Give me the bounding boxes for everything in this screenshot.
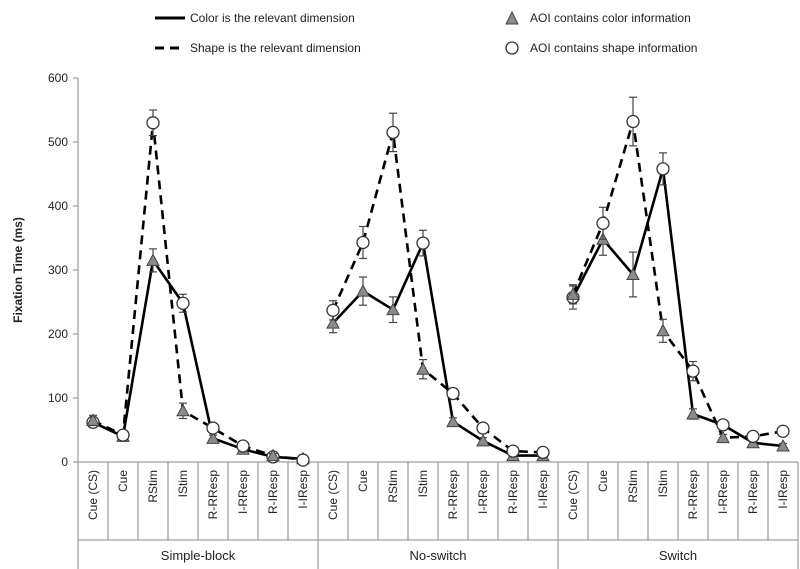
x-tick-label: I-IResp xyxy=(536,470,550,509)
data-point-circle xyxy=(626,114,640,129)
data-point-triangle xyxy=(266,448,280,462)
data-point-circle xyxy=(146,116,160,130)
data-point-circle xyxy=(326,303,340,317)
group-label: Simple-block xyxy=(161,548,236,563)
series-line-solid xyxy=(571,167,784,448)
data-point-circle xyxy=(776,424,790,438)
data-point-circle xyxy=(386,125,400,140)
x-tick-label: Cue (CS) xyxy=(86,470,100,520)
series-line-dashed xyxy=(92,121,304,462)
data-point-circle xyxy=(446,386,460,401)
legend-dashed-line-label: Shape is the relevant dimension xyxy=(190,41,361,55)
data-point-circle xyxy=(416,236,430,250)
y-tick-label: 0 xyxy=(61,455,68,469)
x-tick-label: IStim xyxy=(176,470,190,497)
data-point-circle xyxy=(176,296,190,310)
data-point-circle xyxy=(116,428,130,442)
axes: 0 100 200 300 400 500 600 Fixation Time (ms) Cue… xyxy=(11,71,799,569)
data-point-circle xyxy=(656,162,670,176)
y-tick-label: 300 xyxy=(48,263,68,277)
legend-triangle-marker-label: AOI contains color information xyxy=(530,11,691,25)
data-point-circle xyxy=(296,453,310,467)
data-point-circle xyxy=(596,216,610,230)
x-tick-label: IStim xyxy=(656,470,670,497)
legend: Color is the relevant dimension Shape is… xyxy=(155,10,697,55)
data-point-triangle xyxy=(476,433,490,447)
data-point-circle xyxy=(716,418,730,432)
data-point-triangle xyxy=(146,253,160,266)
x-tick-label: I-RResp xyxy=(476,470,490,514)
x-tick-label: R-IResp xyxy=(266,470,280,514)
legend-triangle-marker-icon xyxy=(505,10,519,25)
y-tick-label: 400 xyxy=(48,199,68,213)
x-tick-label: R-RResp xyxy=(686,470,700,520)
x-tick-label: R-RResp xyxy=(446,470,460,520)
x-tick-label: I-IResp xyxy=(296,470,310,509)
legend-solid-line-label: Color is the relevant dimension xyxy=(190,11,355,25)
x-tick-label: R-RResp xyxy=(206,470,220,520)
x-tick-label: Cue xyxy=(356,470,370,492)
group-label: No-switch xyxy=(409,548,466,563)
x-tick-label: Cue (CS) xyxy=(566,470,580,520)
x-tick-label: RStim xyxy=(146,470,160,503)
data-point-triangle xyxy=(176,403,190,417)
x-tick-label: RStim xyxy=(626,470,640,503)
x-tick-label: I-RResp xyxy=(716,470,730,514)
y-axis-label: Fixation Time (ms) xyxy=(11,217,25,323)
data-point-triangle xyxy=(356,284,370,297)
y-tick-label: 500 xyxy=(48,135,68,149)
y-tick-label: 100 xyxy=(48,391,68,405)
data-point-triangle xyxy=(656,323,670,337)
data-point-circle xyxy=(746,429,760,444)
data-point-circle xyxy=(536,445,550,460)
x-tick-label: Cue xyxy=(116,470,130,492)
data-point-triangle xyxy=(206,431,220,444)
data-point-circle xyxy=(686,364,700,378)
data-point-triangle xyxy=(566,287,580,300)
x-tick-label: Cue (CS) xyxy=(326,470,340,520)
x-tick-label: R-IResp xyxy=(746,470,760,514)
data-point-triangle xyxy=(446,414,460,428)
data-point-triangle xyxy=(716,430,730,444)
x-tick-label: RStim xyxy=(386,470,400,503)
data-point-circle xyxy=(356,235,370,250)
data-point-circle xyxy=(476,421,490,435)
x-tick-label: I-IResp xyxy=(776,470,790,509)
data-point-triangle xyxy=(326,316,340,329)
x-tick-label: I-RResp xyxy=(236,470,250,514)
data-point-triangle xyxy=(416,362,430,375)
series-line-solid xyxy=(332,241,543,457)
data-point-circle xyxy=(506,444,520,458)
y-tick-label: 600 xyxy=(48,71,68,85)
plot-area xyxy=(86,96,790,467)
y-tick-label: 200 xyxy=(48,327,68,341)
legend-circle-marker-icon xyxy=(505,41,519,55)
data-point-circle xyxy=(206,421,220,435)
x-tick-label: IStim xyxy=(416,470,430,497)
x-tick-label: R-IResp xyxy=(506,470,520,514)
data-point-triangle xyxy=(386,302,400,316)
series-line-dashed xyxy=(571,120,784,440)
group-label: Switch xyxy=(659,548,697,563)
x-tick-label: Cue xyxy=(596,470,610,492)
legend-circle-marker-label: AOI contains shape information xyxy=(530,41,697,55)
data-point-triangle xyxy=(86,413,100,426)
data-point-triangle xyxy=(686,406,700,420)
data-point-triangle xyxy=(776,438,790,452)
data-point-circle xyxy=(236,439,250,453)
data-point-triangle xyxy=(626,267,640,280)
